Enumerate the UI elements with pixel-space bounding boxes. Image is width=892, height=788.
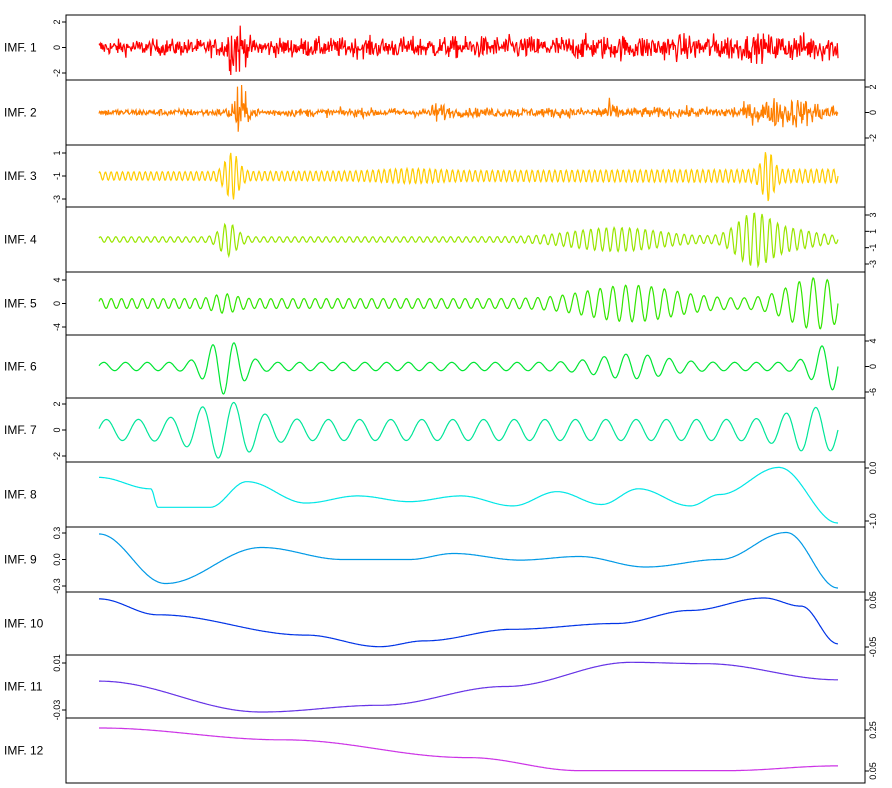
y-tick-label: 4 bbox=[868, 338, 878, 343]
y-tick-label: 0.01 bbox=[52, 654, 62, 672]
imf-series-line bbox=[99, 727, 838, 772]
panel-label: IMF. 5 bbox=[4, 297, 37, 311]
panel-label: IMF. 1 bbox=[4, 41, 37, 55]
imf-series-line bbox=[98, 152, 839, 202]
y-tick-label: -0.03 bbox=[52, 700, 62, 721]
y-tick-label: 0.25 bbox=[868, 721, 878, 739]
imf-panel-4: IMF. 4 3 1 -1 -3 bbox=[4, 206, 878, 269]
y-tick-label: -1.0 bbox=[868, 513, 878, 529]
y-tick-label: 0 bbox=[52, 45, 62, 50]
imf-panel-5: IMF. 5 4 0 -4 bbox=[4, 271, 865, 331]
imf-series-line bbox=[98, 25, 839, 76]
y-tick-label: -0.3 bbox=[52, 578, 62, 594]
panel-label: IMF. 8 bbox=[4, 488, 37, 502]
y-tick-label: -0.05 bbox=[868, 637, 878, 658]
panel-label: IMF. 10 bbox=[4, 617, 44, 631]
panel-label: IMF. 4 bbox=[4, 233, 37, 247]
y-tick-label: -3 bbox=[868, 260, 878, 268]
y-tick-label: 0.05 bbox=[868, 762, 878, 780]
imf-series-line bbox=[98, 277, 839, 330]
panel-label: IMF. 2 bbox=[4, 106, 37, 120]
panel-label: IMF. 3 bbox=[4, 169, 37, 183]
imf-panel-7: IMF. 7 2 0 -2 bbox=[4, 397, 865, 460]
y-tick-label: 0.0 bbox=[868, 462, 878, 475]
imf-panel-2: IMF. 2 2 0 -2 bbox=[4, 79, 878, 142]
panel-label: IMF. 6 bbox=[4, 360, 37, 374]
imf-series-line bbox=[98, 212, 839, 269]
y-tick-label: 4 bbox=[52, 277, 62, 282]
imf-panel-8: IMF. 8 0.0 -1.0 bbox=[4, 461, 878, 529]
y-tick-label: -1 bbox=[868, 244, 878, 252]
imf-panel-11: IMF. 11 0.01 -0.03 bbox=[4, 654, 865, 720]
y-tick-label: 0 bbox=[52, 427, 62, 432]
imf-series-line bbox=[99, 597, 838, 648]
y-tick-label: -4 bbox=[52, 323, 62, 331]
y-tick-label: 1 bbox=[52, 150, 62, 155]
y-tick-label: 1 bbox=[868, 229, 878, 234]
y-tick-label: -2 bbox=[52, 452, 62, 460]
imf-series-line bbox=[99, 466, 838, 524]
y-tick-label: -6 bbox=[868, 388, 878, 396]
y-tick-label: 2 bbox=[52, 19, 62, 24]
imf-panel-10: IMF. 10 0.05 -0.05 bbox=[4, 591, 878, 657]
imf-panel-12: IMF. 12 0.25 0.05 bbox=[4, 717, 878, 780]
y-tick-label: 2 bbox=[868, 84, 878, 89]
y-tick-label: 0.0 bbox=[52, 553, 62, 566]
y-tick-label: 0 bbox=[868, 110, 878, 115]
y-tick-label: 3 bbox=[868, 212, 878, 217]
y-tick-label: -2 bbox=[52, 69, 62, 77]
y-tick-label: -3 bbox=[52, 195, 62, 203]
y-tick-label: 0 bbox=[868, 364, 878, 369]
panel-label: IMF. 9 bbox=[4, 553, 37, 567]
figure-frame bbox=[65, 14, 866, 784]
y-tick-label: -2 bbox=[868, 134, 878, 142]
imf-series-line bbox=[99, 661, 838, 713]
y-tick-label: -1 bbox=[52, 172, 62, 180]
y-tick-label: 0.05 bbox=[868, 591, 878, 609]
y-tick-label: 2 bbox=[52, 401, 62, 406]
imf-panel-9: IMF. 9 0.3 0.0 -0.3 bbox=[4, 526, 865, 594]
imf-series-line bbox=[98, 342, 839, 395]
imf-panel-3: IMF. 3 1 -1 -3 bbox=[4, 144, 865, 203]
imf-panel-6: IMF. 6 4 0 -6 bbox=[4, 334, 878, 396]
panel-label: IMF. 11 bbox=[4, 680, 43, 694]
imf-panel-1: IMF. 1 2 0 -2 bbox=[4, 19, 839, 77]
imf-series-line bbox=[98, 84, 839, 132]
imf-series-line bbox=[98, 401, 839, 459]
y-tick-label: 0 bbox=[52, 301, 62, 306]
imf-series-line bbox=[99, 531, 838, 589]
panel-label: IMF. 12 bbox=[4, 744, 44, 758]
panel-label: IMF. 7 bbox=[4, 423, 37, 437]
y-tick-label: 0.3 bbox=[52, 527, 62, 540]
